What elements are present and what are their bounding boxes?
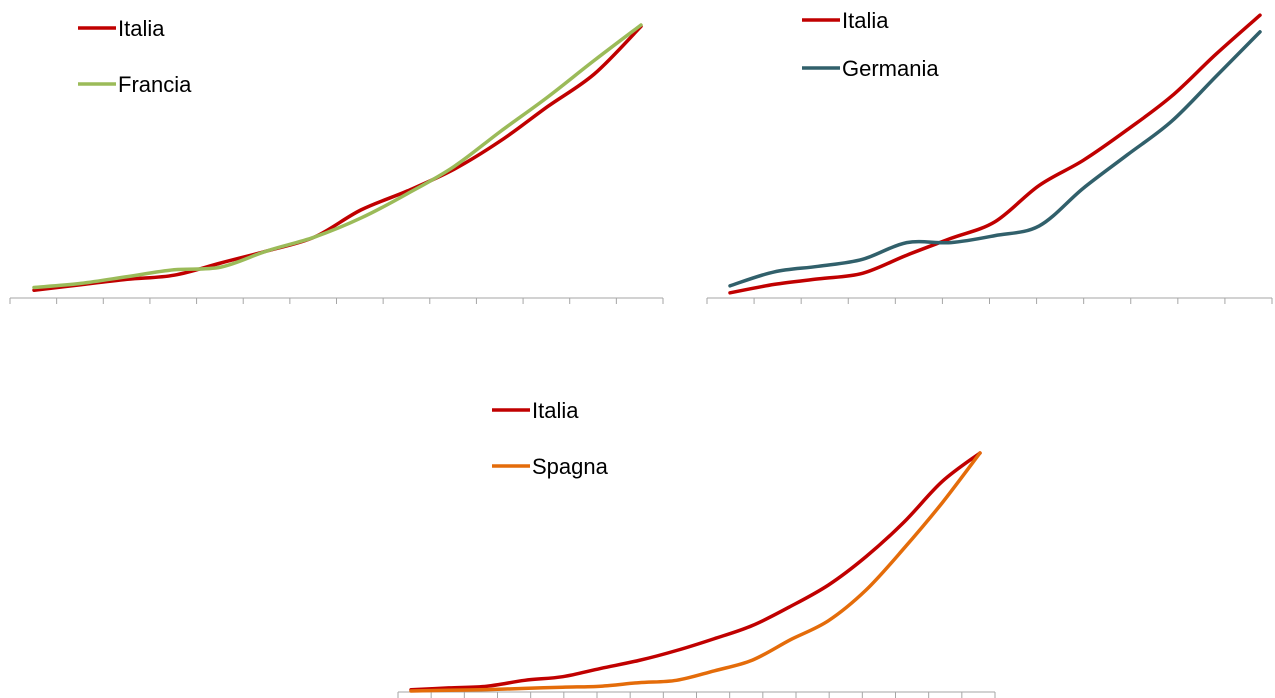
francia-line [32, 23, 643, 290]
chart-2: Italia Germania [706, 8, 1273, 304]
legend-label-italia: Italia [118, 16, 165, 41]
italia-line [728, 13, 1262, 295]
legend-label-germania: Germania [842, 56, 939, 81]
legend-label-francia: Francia [118, 72, 192, 97]
italia-line [409, 451, 982, 692]
legend-label-italia: Italia [532, 398, 579, 423]
chart-1: Italia Francia [9, 16, 664, 304]
legend-label-italia: Italia [842, 8, 889, 33]
legend-label-spagna: Spagna [532, 454, 609, 479]
germania-line [728, 30, 1262, 288]
spagna-line [409, 451, 982, 693]
italia-line [32, 24, 643, 292]
chart-3: Italia Spagna [397, 398, 996, 698]
